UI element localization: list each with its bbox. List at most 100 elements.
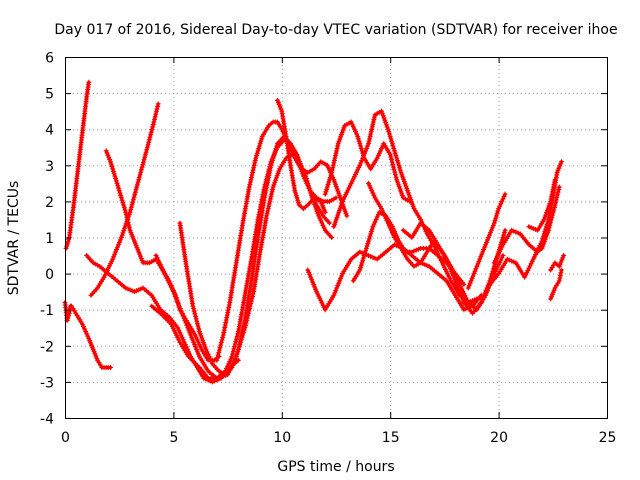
data-point: [165, 277, 171, 283]
data-point: [453, 280, 459, 286]
data-point: [336, 208, 342, 214]
data-point: [122, 207, 128, 213]
data-point: [131, 289, 137, 295]
data-point: [535, 247, 541, 253]
data-point: [152, 114, 158, 120]
y-tick-label: -2: [40, 339, 54, 355]
x-tick-label: 5: [169, 430, 178, 446]
data-point: [354, 169, 360, 175]
y-tick-label: 2: [45, 195, 54, 211]
data-point: [376, 150, 382, 156]
data-point: [240, 325, 246, 331]
data-point: [366, 253, 372, 259]
data-point: [232, 341, 238, 347]
data-point: [318, 298, 324, 304]
data-point: [444, 269, 450, 275]
data-point: [191, 339, 197, 345]
data-point: [361, 153, 367, 159]
data-point: [336, 190, 342, 196]
data-point: [172, 293, 178, 299]
data-point: [155, 104, 161, 110]
data-point: [332, 179, 338, 185]
data-point: [351, 174, 357, 180]
data-point: [295, 197, 301, 203]
data-point: [145, 142, 151, 148]
data-point: [337, 136, 343, 142]
data-point: [357, 249, 363, 255]
data-point: [182, 342, 188, 348]
data-point: [490, 268, 496, 274]
data-point: [501, 230, 507, 236]
x-tick-label: 0: [61, 430, 70, 446]
data-point: [224, 314, 230, 320]
data-point: [215, 352, 221, 358]
data-point: [130, 197, 136, 203]
data-point: [108, 261, 114, 267]
data-point: [332, 155, 338, 161]
data-point: [313, 289, 319, 295]
data-point: [177, 305, 183, 311]
data-point: [398, 188, 404, 194]
data-point: [326, 220, 332, 226]
y-tick-label: -3: [40, 375, 54, 391]
data-point: [348, 119, 354, 125]
data-point: [493, 215, 499, 221]
data-point: [500, 253, 506, 259]
data-point: [385, 220, 391, 226]
data-point: [324, 184, 330, 190]
data-point: [530, 256, 536, 262]
data-point: [80, 324, 86, 330]
data-point: [144, 144, 150, 150]
data-point: [196, 342, 202, 348]
data-point: [338, 275, 344, 281]
data-point: [368, 129, 374, 135]
data-point: [204, 349, 210, 355]
data-point: [214, 355, 220, 361]
data-point: [158, 264, 164, 270]
data-point: [250, 167, 256, 173]
data-point: [333, 184, 339, 190]
data-point: [154, 106, 160, 112]
data-point: [406, 192, 412, 198]
data-point: [221, 329, 227, 335]
data-point: [269, 160, 275, 166]
data-point: [306, 269, 312, 275]
data-point: [132, 192, 138, 198]
data-point: [324, 186, 330, 192]
data-point: [371, 221, 377, 227]
data-point: [339, 129, 345, 135]
data-point: [268, 194, 274, 200]
data-point: [557, 275, 563, 281]
data-point: [468, 278, 474, 284]
data-point: [115, 242, 121, 248]
data-point: [241, 320, 247, 326]
data-point: [499, 198, 505, 204]
data-point: [267, 198, 273, 204]
data-point: [409, 199, 415, 205]
data-point: [108, 161, 114, 167]
data-point: [319, 300, 325, 306]
data-point: [112, 173, 118, 179]
data-point: [321, 225, 327, 231]
data-point: [361, 253, 367, 259]
data-point: [327, 174, 333, 180]
data-point: [147, 134, 153, 140]
data-point: [176, 303, 182, 309]
data-point: [422, 262, 428, 268]
data-point: [480, 249, 486, 255]
data-point: [84, 331, 90, 337]
data-point: [294, 195, 300, 201]
data-point: [186, 327, 192, 333]
data-point: [169, 323, 175, 329]
data-point: [323, 189, 329, 195]
data-point: [496, 262, 502, 268]
data-point: [353, 129, 359, 135]
data-point: [335, 212, 341, 218]
data-point: [122, 223, 128, 229]
data-point: [265, 175, 271, 181]
data-point: [382, 213, 388, 219]
data-point: [266, 172, 272, 178]
data-point: [262, 192, 268, 198]
data-point: [225, 307, 231, 313]
data-point: [493, 255, 499, 261]
